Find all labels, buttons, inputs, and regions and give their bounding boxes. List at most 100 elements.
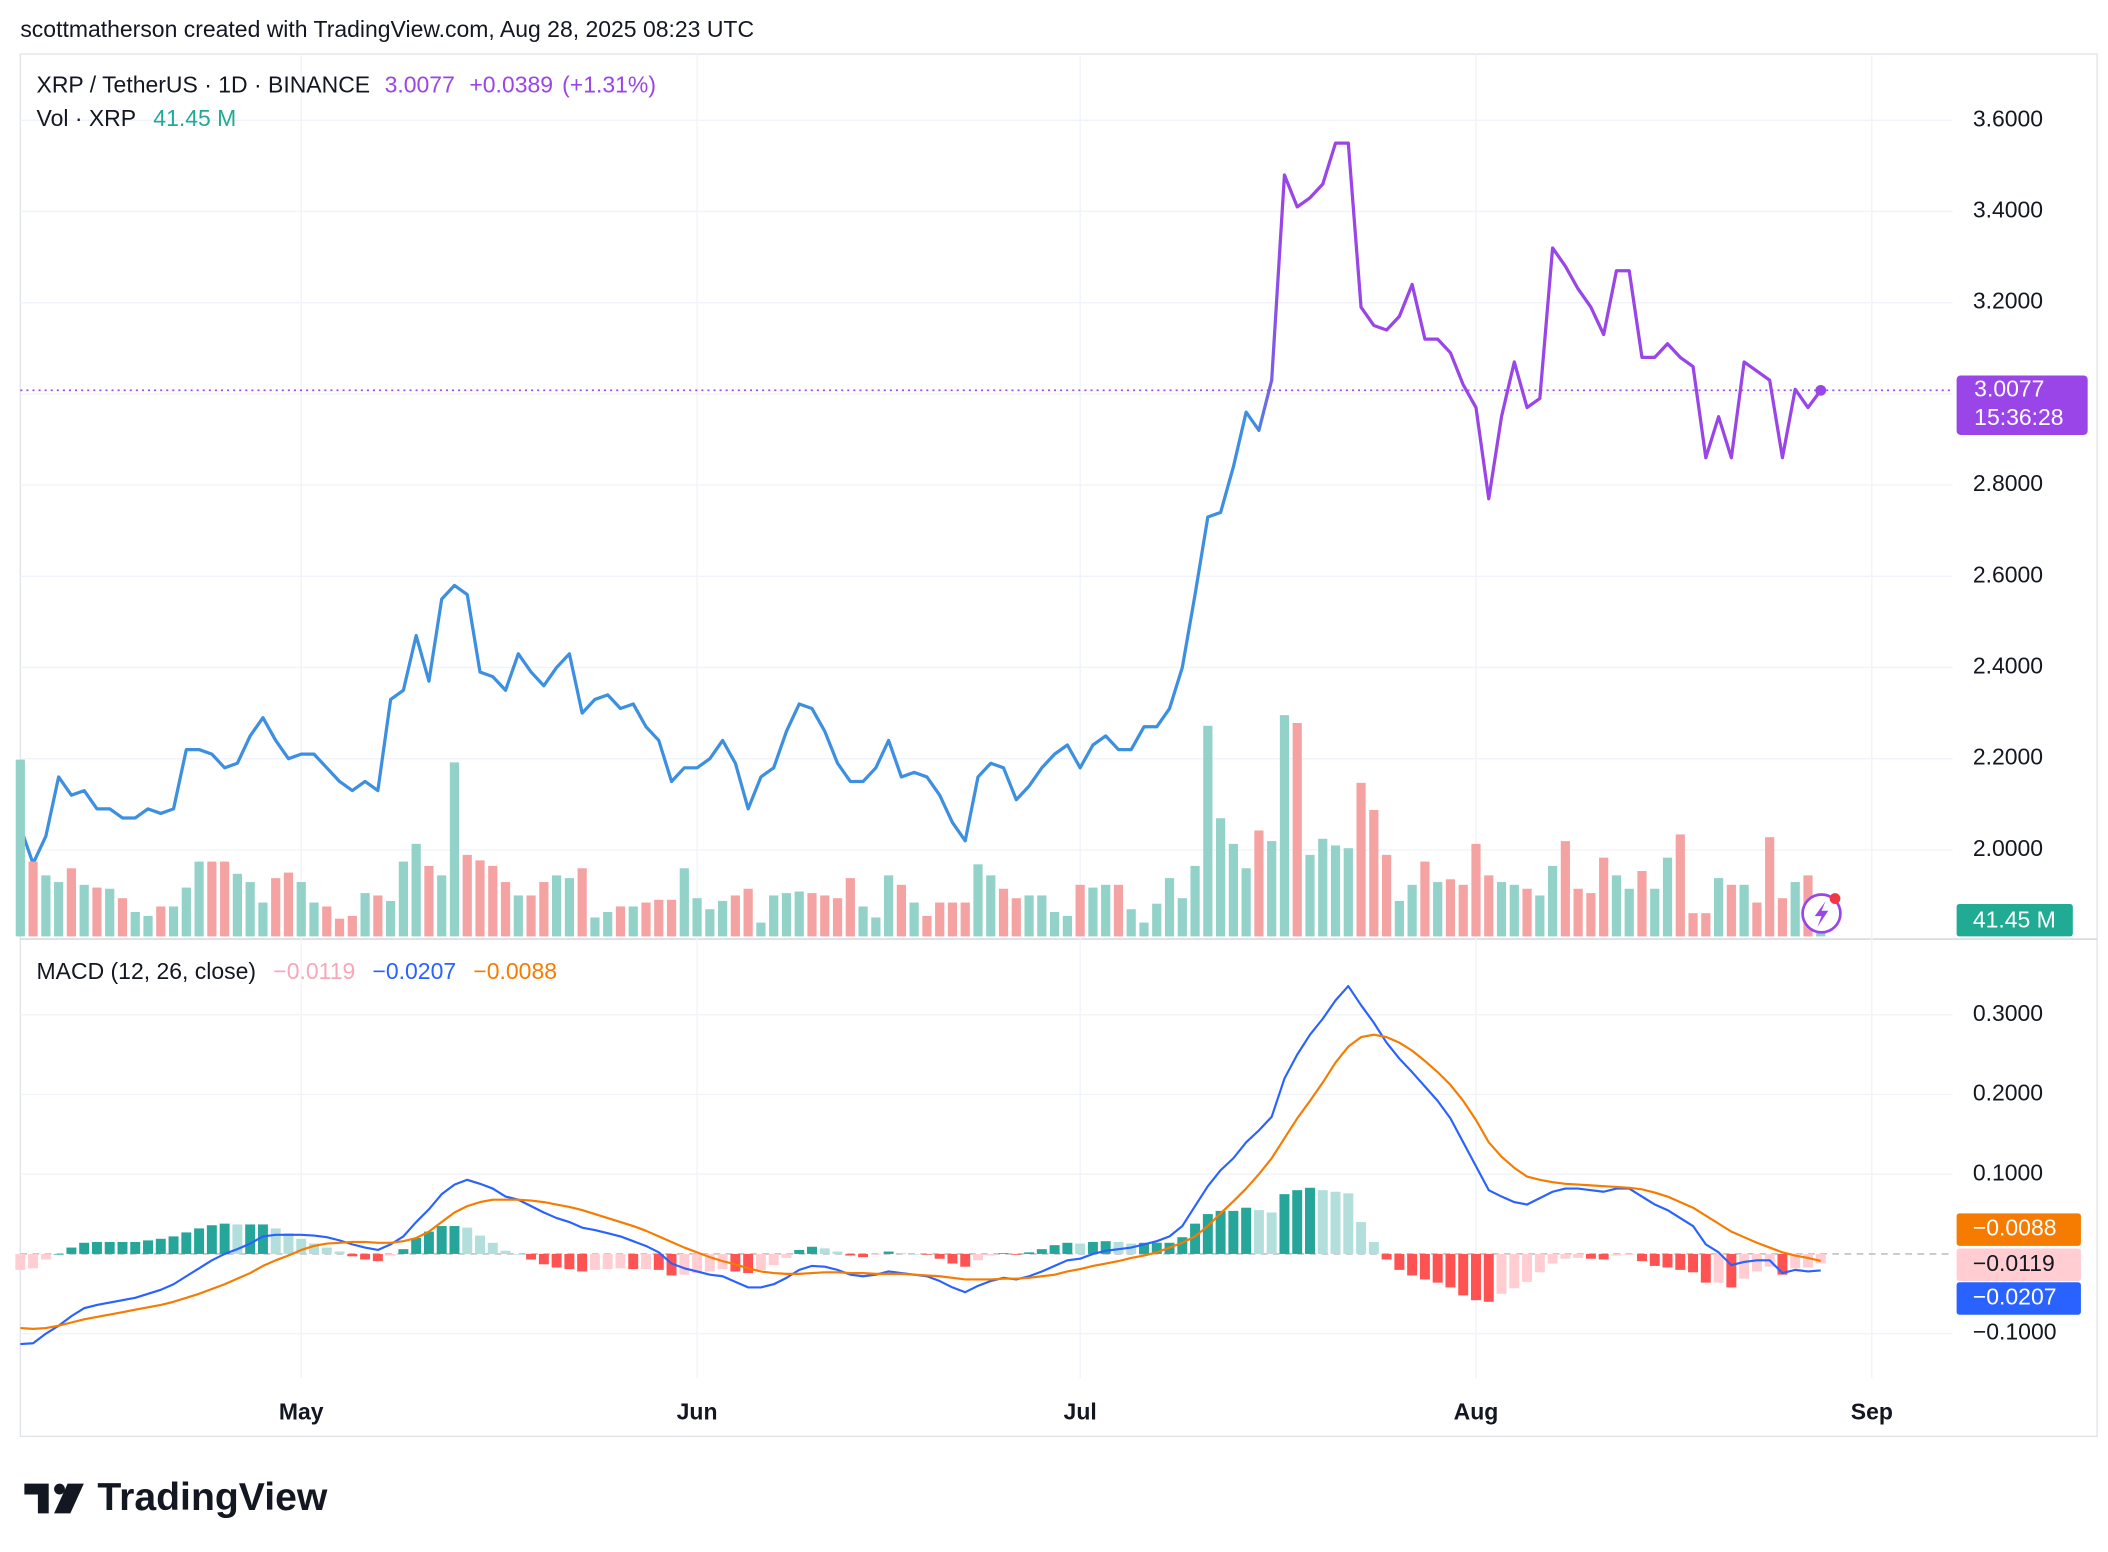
histogram-bar [743,1253,754,1274]
volume-bar [871,917,881,937]
volume-bar [462,854,472,937]
histogram-bar [385,1253,396,1256]
volume-bar [181,887,191,937]
volume-bar [271,878,281,937]
volume-bar [1024,895,1034,937]
histogram-bar [1726,1253,1737,1288]
volume-bar [245,882,255,937]
volume-bar [1586,893,1596,937]
macd-badge [1956,1213,2081,1246]
histogram-bar [1228,1210,1239,1254]
volume-bar [1011,898,1021,937]
volume-bar [781,893,792,937]
volume-bar [922,915,932,937]
histogram-bar [985,1253,996,1256]
volume-bar [1535,895,1545,937]
volume-bar [1088,887,1098,937]
volume-bar [666,899,677,937]
histogram-bar [487,1242,498,1254]
y-tick-label: 2.8000 [1973,470,2043,496]
price-change-percent: (+1.31%) [562,72,656,98]
volume-bar [513,895,523,937]
histogram-bar [679,1253,690,1275]
signal-last: −0.0088 [473,958,557,984]
histogram-bar [1292,1190,1303,1254]
histogram-bar [1330,1191,1341,1254]
histogram-bar [1036,1249,1047,1254]
histogram-bar [283,1233,294,1254]
histogram-bar [1177,1237,1188,1254]
volume-bar [1611,875,1622,937]
volume-bar [1637,871,1647,937]
price-change: +0.0389 [469,72,553,98]
histogram-bar [589,1253,600,1270]
histogram-bar [819,1248,830,1254]
histogram-bar [1100,1241,1111,1254]
volume-bar [1433,882,1443,937]
volume-bar [832,898,843,937]
volume-bar [322,906,332,937]
histogram-bar [1496,1253,1507,1294]
histogram-bar [653,1253,664,1270]
histogram-bar [500,1250,511,1254]
last-price-dot [1815,384,1827,396]
volume-bar [1726,884,1736,937]
histogram-bar [1241,1207,1252,1254]
volume-bar [1573,888,1583,937]
y-tick-label: −0.1000 [1973,1319,2057,1345]
histogram-bar [321,1247,332,1254]
price-badge-countdown: 15:36:28 [1974,404,2063,430]
histogram-bar [1471,1253,1481,1301]
volume-bar [1126,909,1136,937]
volume-bar [500,882,511,937]
histogram-bar [66,1247,77,1254]
x-tick-label: Jun [677,1398,718,1424]
histogram-bar [449,1226,460,1254]
histogram-bar [270,1228,281,1254]
histogram-bar [666,1253,677,1276]
macd-badge [1956,1248,2081,1281]
histogram-bar [1432,1253,1443,1283]
histogram-bar [807,1246,817,1254]
histogram-bar [768,1253,779,1266]
volume-legend: Vol · XRP 41.45 M [37,105,237,131]
histogram-bar [858,1253,869,1258]
histogram-bar [1815,1253,1826,1264]
histogram-bar [538,1253,549,1265]
histogram-bar [436,1226,447,1254]
price-legend: XRP / TetherUS · 1D · BINANCE 3.0077 +0.… [37,72,656,98]
histogram-bar [1611,1253,1622,1256]
macd-badge [1956,1282,2081,1315]
volume-bar [986,875,996,937]
histogram-bar [628,1253,639,1270]
histogram-bar [104,1241,115,1254]
histogram-bar [28,1253,39,1269]
histogram-bar [1024,1252,1035,1254]
histogram-bar [232,1224,243,1254]
histogram-bar [730,1253,741,1272]
volume-bar [1216,818,1226,937]
y-tick-label: 0.3000 [1973,1000,2043,1026]
y-tick-label: 3.6000 [1973,105,2043,131]
volume-bar [1050,911,1060,937]
macd-last: −0.0207 [372,958,456,984]
volume-bar [552,875,562,937]
histogram-bar [1215,1210,1226,1254]
histogram-bar [1151,1242,1162,1254]
volume-bar [603,911,613,937]
volume-bar [909,902,919,937]
volume-bar [705,909,715,937]
histogram-bar [551,1253,562,1268]
signal-line [20,1033,1821,1330]
volume-bar [1688,913,1698,937]
histogram-bar [1662,1253,1673,1268]
volume-bar [973,864,983,937]
histogram-bar [1573,1253,1584,1258]
volume-bar [526,895,536,937]
volume-bar [334,918,345,937]
volume-bar [156,906,166,937]
histogram-bar [245,1224,256,1254]
histogram-bar [1445,1253,1456,1288]
